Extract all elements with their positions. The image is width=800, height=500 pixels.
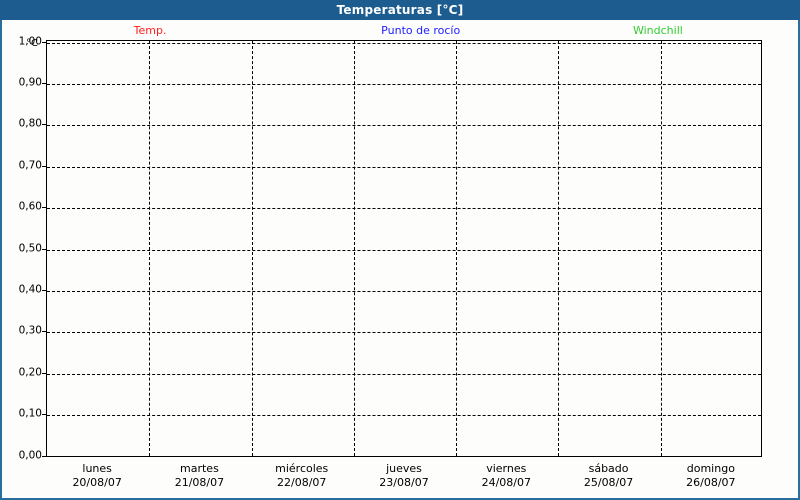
x-axis-tick-group: martes 21/08/07 xyxy=(175,462,224,490)
y-axis-tick-label: 0,60 xyxy=(18,200,42,213)
x-axis-date-label: 20/08/07 xyxy=(72,476,122,489)
x-axis-tick-group: jueves 23/08/07 xyxy=(379,462,428,490)
gridline-horizontal xyxy=(47,83,761,85)
gridline-horizontal xyxy=(47,373,761,375)
gridline-vertical xyxy=(558,41,560,456)
y-axis-tick-mark xyxy=(42,41,46,43)
y-axis-tick-mark xyxy=(42,372,46,374)
y-axis-tick-mark xyxy=(42,331,46,333)
x-axis-tick-group: viernes 24/08/07 xyxy=(482,462,531,490)
gridline-vertical xyxy=(353,41,355,456)
y-axis-tick-mark xyxy=(42,207,46,209)
x-axis-tick-group: sábado 25/08/07 xyxy=(584,462,633,490)
chart-legend: Temp. Punto de rocío Windchill xyxy=(2,24,798,38)
plot-area xyxy=(46,40,762,457)
x-axis-day-label: lunes xyxy=(82,462,112,475)
legend-item-3: Windchill xyxy=(632,24,683,37)
x-axis-date-label: 24/08/07 xyxy=(481,476,531,489)
y-axis-tick-label: 0,40 xyxy=(18,283,42,296)
gridline-vertical xyxy=(251,41,253,456)
gridline-vertical xyxy=(149,41,151,456)
y-axis-unit-label: °C xyxy=(26,38,38,49)
y-axis-tick-mark xyxy=(42,414,46,416)
gridline-horizontal xyxy=(47,290,761,292)
y-axis-tick-mark xyxy=(42,248,46,250)
x-axis-day-label: martes xyxy=(180,462,219,475)
gridline-horizontal xyxy=(47,332,761,334)
gridline-horizontal xyxy=(47,125,761,127)
y-axis-tick-label: 0,00 xyxy=(18,449,42,461)
x-axis-day-label: domingo xyxy=(686,462,735,475)
y-axis-tick-label: 0,30 xyxy=(18,324,42,337)
y-axis-tick-mark xyxy=(42,82,46,84)
y-axis-tick-label: 0,50 xyxy=(18,242,42,254)
gridline-horizontal xyxy=(47,208,761,210)
x-axis-date-label: 25/08/07 xyxy=(583,476,634,489)
y-axis-labels: 1,00 0,90 0,80 0,70 0,60 0,50 0,40 0,30 0,20 0,10… xyxy=(2,36,42,461)
gridline-horizontal xyxy=(47,249,761,251)
y-axis-tick-mark xyxy=(42,289,46,291)
gridline-horizontal xyxy=(47,457,761,458)
window-titlebar: Temperaturas [°C] xyxy=(0,0,800,20)
y-axis-tick-mark xyxy=(42,455,46,457)
y-axis-tick-label: 0,20 xyxy=(18,366,42,379)
gridline-horizontal xyxy=(47,42,761,44)
gridline-horizontal xyxy=(47,415,761,417)
x-axis-day-label: miércoles xyxy=(275,462,329,475)
legend-item-1: Temp. xyxy=(133,24,167,37)
gridline-vertical xyxy=(660,41,662,456)
x-axis-labels: lunes 20/08/07 martes 21/08/07 miércoles 22/0… xyxy=(46,462,762,496)
x-axis-tick-group: domingo 26/08/07 xyxy=(686,462,735,490)
x-axis-date-label: 22/08/07 xyxy=(277,476,327,489)
x-axis-day-label: sábado xyxy=(588,462,629,475)
y-axis-tick-label: 0,10 xyxy=(18,407,42,420)
x-axis-date-label: 26/08/07 xyxy=(686,476,736,489)
y-axis-tick-mark xyxy=(42,165,46,167)
legend-item-2: Punto de rocío xyxy=(381,24,461,37)
x-axis-day-label: viernes xyxy=(486,462,527,475)
x-axis-tick-group: miércoles 22/08/07 xyxy=(275,462,328,490)
y-axis-tick-label: 0,90 xyxy=(18,76,42,89)
y-axis-tick-label: 0,70 xyxy=(18,159,42,172)
x-axis-date-label: 23/08/07 xyxy=(379,476,429,489)
y-axis-tick-label: 0,80 xyxy=(18,117,42,130)
y-axis-tickmarks xyxy=(42,40,46,457)
window-title: Temperaturas [°C] xyxy=(336,3,464,17)
y-axis-tick-mark xyxy=(42,124,46,126)
gridline-vertical xyxy=(456,41,458,456)
gridline-horizontal xyxy=(47,166,761,168)
x-axis-date-label: 21/08/07 xyxy=(174,476,225,489)
y-axis-tick-label: 1,00 xyxy=(18,35,42,47)
x-axis-day-label: jueves xyxy=(386,462,422,475)
x-axis-tick-group: lunes 20/08/07 xyxy=(72,462,121,490)
